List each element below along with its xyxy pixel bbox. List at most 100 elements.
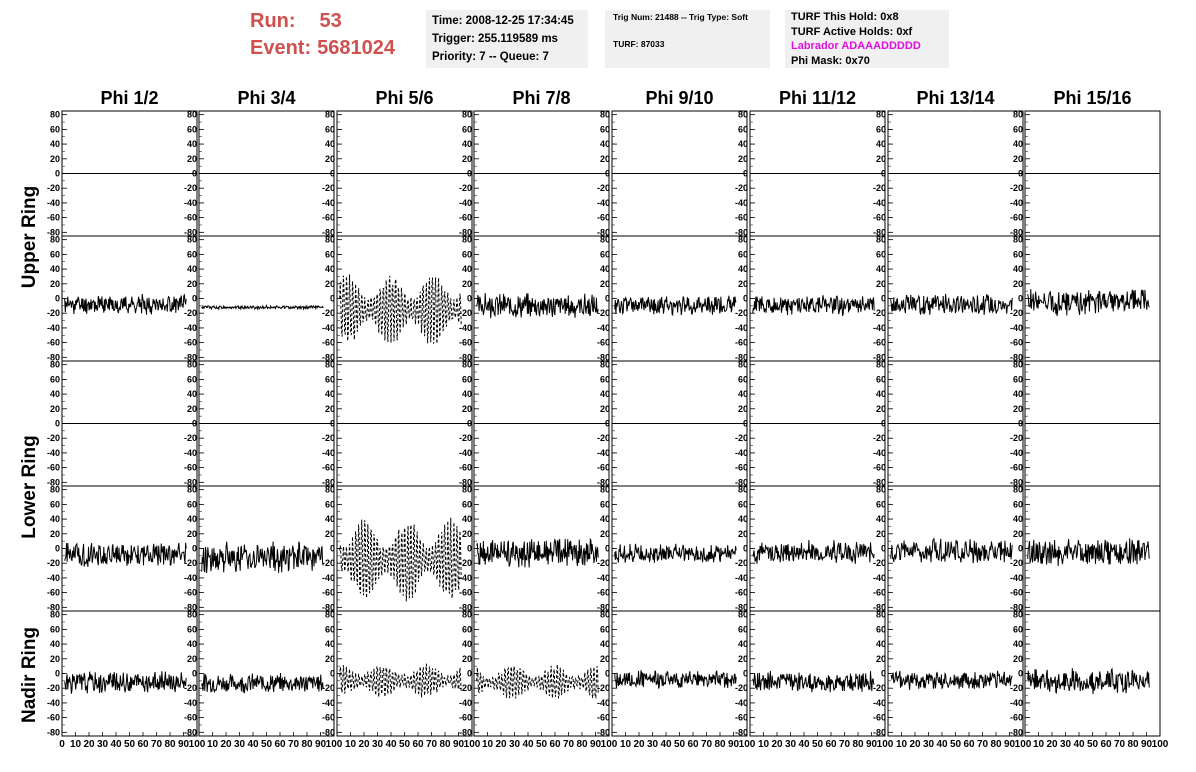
y-tick-label: 40 (876, 389, 886, 399)
y-tick-label: 60 (600, 124, 610, 134)
y-tick-label: 40 (325, 639, 335, 649)
y-tick-label: -20 (322, 183, 335, 193)
y-tick-label: 20 (187, 279, 197, 289)
y-tick-label: 40 (325, 139, 335, 149)
y-tick-label: 20 (876, 404, 886, 414)
panel-frame (198, 485, 335, 612)
y-tick-label: 80 (600, 235, 610, 245)
y-tick-label: -80 (322, 727, 335, 737)
y-tick-label: -80 (597, 352, 610, 362)
y-tick-label: -60 (184, 338, 197, 348)
y-tick-label: 20 (50, 404, 60, 414)
y-tick-label: -80 (47, 602, 60, 612)
x-tick-label: 10 (620, 739, 632, 750)
y-tick-label: -80 (597, 602, 610, 612)
y-tick-label: 0 (881, 169, 886, 179)
y-tick-label: -60 (47, 588, 60, 598)
y-tick-label: 60 (187, 249, 197, 259)
x-tick-label: 10 (345, 739, 357, 750)
panel-frame (336, 235, 473, 362)
y-tick-label: 40 (325, 264, 335, 274)
y-tick-label: -20 (735, 308, 748, 318)
y-tick-label: -60 (873, 588, 886, 598)
y-tick-label: 20 (50, 154, 60, 164)
y-tick-label: -40 (459, 698, 472, 708)
y-tick-label: 40 (325, 389, 335, 399)
phi-mask-text: Phi Mask: 0x70 (791, 54, 870, 67)
y-tick-label: 40 (187, 514, 197, 524)
y-tick-label: 80 (187, 110, 197, 120)
x-tick-label: 30 (97, 739, 109, 750)
y-tick-label: 40 (50, 139, 60, 149)
y-tick-label: -20 (1010, 558, 1023, 568)
panel-frame (336, 610, 473, 737)
x-tick-label: 90 (315, 739, 327, 750)
waveform-trace (752, 670, 875, 693)
y-tick-label: -40 (184, 573, 197, 583)
y-tick-label: -80 (47, 727, 60, 737)
x-tick-label: 30 (509, 739, 521, 750)
panel-frame (198, 610, 335, 737)
y-tick-label: 0 (467, 669, 472, 679)
y-tick-label: -60 (184, 713, 197, 723)
y-tick-label: 60 (325, 374, 335, 384)
y-tick-label: 0 (192, 544, 197, 554)
y-tick-label: 80 (738, 610, 748, 620)
y-tick-label: -20 (1010, 183, 1023, 193)
x-tick-label: 30 (923, 739, 935, 750)
x-tick-label: 20 (83, 739, 95, 750)
y-tick-label: 80 (50, 360, 60, 370)
x-tick-label: 50 (1087, 739, 1099, 750)
y-tick-label: -80 (735, 602, 748, 612)
x-tick-label: 50 (261, 739, 273, 750)
y-tick-label: 0 (55, 169, 60, 179)
y-tick-label: -20 (322, 308, 335, 318)
y-tick-label: -20 (459, 433, 472, 443)
y-tick-label: -40 (597, 448, 610, 458)
y-tick-label: 40 (50, 639, 60, 649)
x-tick-label: 70 (563, 739, 575, 750)
y-tick-label: 80 (876, 360, 886, 370)
x-tick-label: 80 (1127, 739, 1139, 750)
waveform-trace (614, 669, 737, 689)
x-tick-label: 10 (207, 739, 219, 750)
y-tick-label: -40 (322, 198, 335, 208)
run-label: Run: (250, 10, 296, 32)
y-tick-label: -80 (873, 477, 886, 487)
y-tick-label: 0 (1018, 544, 1023, 554)
y-tick-label: 40 (462, 139, 472, 149)
x-tick-label: 60 (825, 739, 837, 750)
y-tick-label: -80 (873, 727, 886, 737)
y-tick-label: 0 (743, 419, 748, 429)
y-tick-label: 60 (738, 374, 748, 384)
y-tick-label: 0 (605, 169, 610, 179)
x-tick-label: 40 (660, 739, 672, 750)
y-tick-label: -20 (873, 558, 886, 568)
y-tick-label: 60 (187, 624, 197, 634)
x-tick-label: 50 (950, 739, 962, 750)
x-tick-label: 40 (110, 739, 122, 750)
y-tick-label: 80 (1013, 360, 1023, 370)
y-tick-label: 40 (600, 264, 610, 274)
x-tick-label: 80 (714, 739, 726, 750)
y-tick-label: 20 (325, 154, 335, 164)
x-tick-label: 90 (178, 739, 190, 750)
y-tick-label: 0 (330, 294, 335, 304)
y-tick-label: 60 (325, 249, 335, 259)
y-tick-label: 60 (462, 124, 472, 134)
y-tick-label: 0 (743, 669, 748, 679)
y-tick-label: -40 (597, 323, 610, 333)
y-tick-label: 80 (462, 110, 472, 120)
y-tick-label: 20 (50, 279, 60, 289)
y-tick-label: 20 (325, 279, 335, 289)
y-tick-label: -40 (873, 448, 886, 458)
x-tick-label: 90 (728, 739, 740, 750)
y-tick-label: 60 (325, 624, 335, 634)
y-tick-label: 0 (743, 294, 748, 304)
y-tick-label: 60 (600, 499, 610, 509)
y-tick-label: -80 (1010, 352, 1023, 362)
y-tick-label: 0 (330, 544, 335, 554)
y-tick-label: -60 (459, 213, 472, 223)
panel-frame (61, 610, 198, 737)
y-tick-label: 80 (325, 235, 335, 245)
